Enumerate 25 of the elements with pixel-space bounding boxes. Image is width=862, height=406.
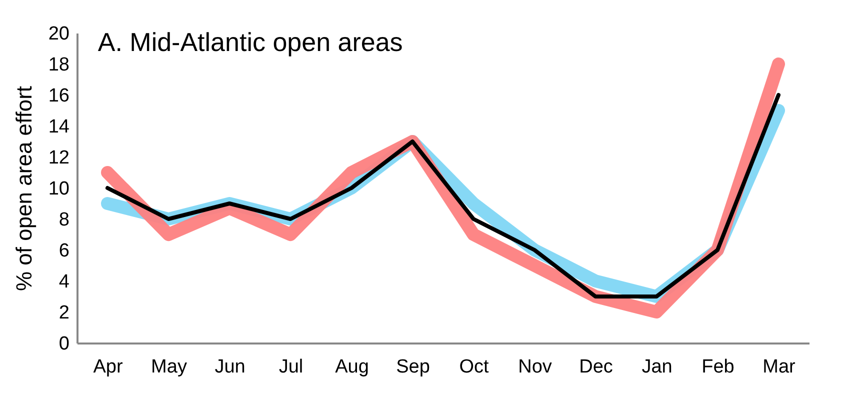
x-tick-label: Jun <box>214 356 246 378</box>
y-tick-label: 14 <box>48 116 70 138</box>
x-tick-label: Dec <box>579 356 613 378</box>
x-tick-label: Sep <box>396 356 430 378</box>
x-tick-label: Feb <box>702 356 734 378</box>
y-tick-label: 0 <box>58 334 70 354</box>
y-tick-label: 10 <box>48 178 70 200</box>
x-tick-label: Oct <box>459 356 490 378</box>
x-tick-label: Jul <box>278 356 304 378</box>
x-tick-label: Mar <box>762 356 796 378</box>
y-tick-label: 4 <box>58 272 70 292</box>
y-tick-label: 12 <box>48 148 70 168</box>
y-tick-label: 16 <box>48 86 70 106</box>
y-tick-label: 20 <box>48 24 70 44</box>
x-tick-label: Jan <box>642 356 672 378</box>
y-tick-label: 2 <box>58 302 70 324</box>
y-axis-title: % of open area effort <box>11 86 36 292</box>
x-tick-label: Nov <box>518 356 552 378</box>
y-tick-label: 8 <box>58 210 70 230</box>
y-tick-label: 6 <box>58 240 70 262</box>
x-tick-label: May <box>151 356 188 378</box>
y-tick-label: 18 <box>48 54 70 76</box>
x-tick-label: Apr <box>93 356 124 378</box>
x-tick-label: Aug <box>335 356 369 378</box>
chart-title: A. Mid-Atlantic open areas <box>98 27 403 57</box>
